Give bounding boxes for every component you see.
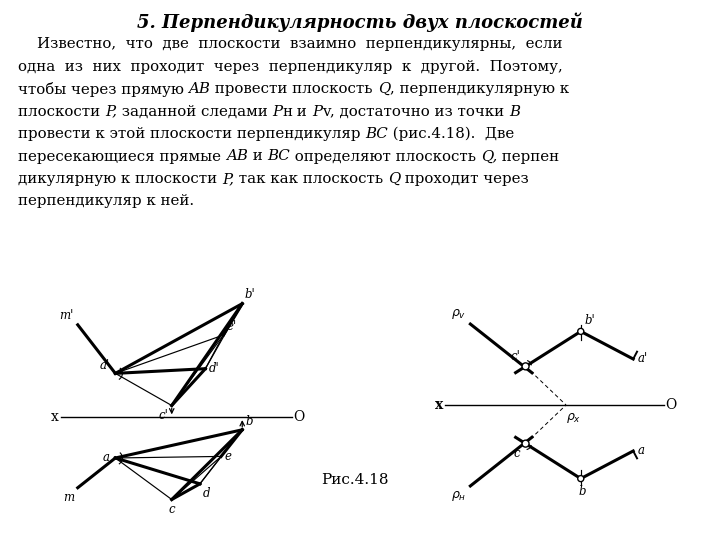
Text: BC: BC xyxy=(365,127,388,141)
Text: b: b xyxy=(579,485,586,498)
Text: c': c' xyxy=(510,350,520,363)
Text: b: b xyxy=(246,415,253,428)
Text: $\rho_x$: $\rho_x$ xyxy=(566,410,581,424)
Text: и: и xyxy=(292,105,312,118)
Text: перпендикуляр к ней.: перпендикуляр к ней. xyxy=(18,194,194,208)
Text: c: c xyxy=(168,503,175,516)
Text: Рис.4.18: Рис.4.18 xyxy=(321,473,389,487)
Text: d': d' xyxy=(209,362,220,375)
Circle shape xyxy=(577,476,584,482)
Text: Q: Q xyxy=(378,82,390,96)
Text: P,: P, xyxy=(105,105,117,118)
Text: v: v xyxy=(322,105,330,118)
Text: $\rho_v$: $\rho_v$ xyxy=(451,307,467,321)
Text: чтобы через прямую: чтобы через прямую xyxy=(18,82,189,97)
Text: провести к этой плоскости перпендикуляр: провести к этой плоскости перпендикуляр xyxy=(18,127,365,141)
Text: m: m xyxy=(63,491,74,504)
Circle shape xyxy=(522,363,529,370)
Text: b': b' xyxy=(245,287,256,301)
Text: 5. Перпендикулярность двух плоскостей: 5. Перпендикулярность двух плоскостей xyxy=(137,13,583,32)
Text: a': a' xyxy=(638,353,648,366)
Text: O: O xyxy=(293,410,305,424)
Text: c': c' xyxy=(158,409,168,422)
Text: , перпендикулярную к: , перпендикулярную к xyxy=(390,82,569,96)
Text: a': a' xyxy=(99,359,110,372)
Text: определяют плоскость: определяют плоскость xyxy=(290,150,481,164)
Text: Q,: Q, xyxy=(481,150,497,164)
Text: пересекающиеся прямые: пересекающиеся прямые xyxy=(18,150,226,164)
Text: Известно,  что  две  плоскости  взаимно  перпендикулярны,  если: Известно, что две плоскости взаимно перп… xyxy=(18,37,562,51)
Text: AB: AB xyxy=(226,150,248,164)
Text: так как плоскость: так как плоскость xyxy=(234,172,387,186)
Text: AB: AB xyxy=(189,82,210,96)
Text: BC: BC xyxy=(267,150,290,164)
Text: плоскости: плоскости xyxy=(18,105,105,118)
Text: e': e' xyxy=(227,320,237,333)
Text: d: d xyxy=(202,487,210,500)
Text: проходит через: проходит через xyxy=(400,172,528,186)
Text: одна  из  них  проходит  через  перпендикуляр  к  другой.  Поэтому,: одна из них проходит через перпендикуляр… xyxy=(18,59,563,73)
Text: провести плоскость: провести плоскость xyxy=(210,82,378,96)
Text: (рис.4.18).  Две: (рис.4.18). Две xyxy=(388,127,514,141)
Text: b': b' xyxy=(585,314,595,327)
Text: B: B xyxy=(509,105,521,118)
Text: P: P xyxy=(312,105,322,118)
Text: , достаточно из точки: , достаточно из точки xyxy=(330,105,509,118)
Text: x: x xyxy=(51,410,59,424)
Text: x: x xyxy=(434,398,443,412)
Circle shape xyxy=(577,328,584,334)
Text: и: и xyxy=(248,150,267,164)
Text: Q: Q xyxy=(387,172,400,186)
Text: m': m' xyxy=(60,309,74,322)
Text: a: a xyxy=(638,444,645,457)
Text: P: P xyxy=(272,105,282,118)
Text: $\rho_н$: $\rho_н$ xyxy=(451,489,467,503)
Text: перпен: перпен xyxy=(497,150,559,164)
Text: O: O xyxy=(665,398,677,412)
Text: e: e xyxy=(224,450,231,463)
Circle shape xyxy=(522,440,529,447)
Text: P,: P, xyxy=(222,172,234,186)
Text: a: a xyxy=(103,451,110,464)
Text: н: н xyxy=(282,105,292,118)
Text: c: c xyxy=(513,447,520,460)
Text: дикулярную к плоскости: дикулярную к плоскости xyxy=(18,172,222,186)
Text: заданной следами: заданной следами xyxy=(117,105,272,118)
